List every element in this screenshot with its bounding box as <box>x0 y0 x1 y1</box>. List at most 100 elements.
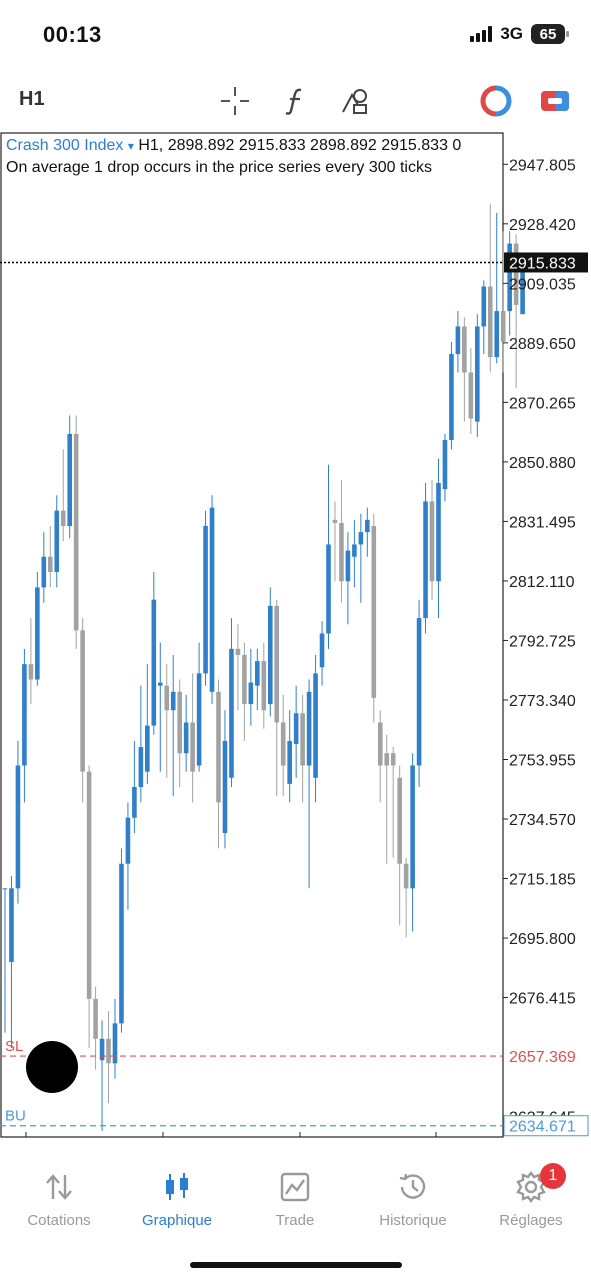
symbol-selector[interactable]: Crash 300 Index ▾ <box>6 137 134 154</box>
candle-body <box>28 664 34 680</box>
candle-body <box>500 311 506 342</box>
candle-body <box>157 682 163 686</box>
candle-body <box>235 648 241 655</box>
tab-reglages[interactable]: Réglages 1 <box>472 1163 590 1229</box>
network-type: 3G <box>500 24 523 43</box>
candle-body <box>326 544 331 634</box>
candle-body <box>410 765 415 889</box>
candle-body <box>190 722 195 772</box>
y-tick-label: 2870.265 <box>509 395 576 412</box>
history-clock-icon <box>354 1168 472 1206</box>
home-indicator <box>190 1262 402 1268</box>
cellular-signal-icon <box>470 26 493 42</box>
candle-body <box>177 691 182 754</box>
candle-body <box>196 673 202 766</box>
one-click-trading-icon[interactable] <box>539 85 571 117</box>
candle-body <box>248 682 254 705</box>
candle-body <box>47 556 53 573</box>
quotes-arrows-icon <box>0 1168 118 1206</box>
price-chart[interactable]: 2947.805 2928.420 2909.035 2889.650 2870.265… <box>0 132 591 1138</box>
candle-body <box>287 740 292 784</box>
candle-body <box>449 354 454 441</box>
candle-body <box>151 599 157 726</box>
y-tick-label: 2695.800 <box>509 931 576 948</box>
tab-label: Réglages <box>499 1212 563 1229</box>
y-tick-label: 2792.725 <box>509 633 576 650</box>
candle-body <box>274 605 280 723</box>
candle-body <box>67 433 72 527</box>
buy-entry-tag: BU <box>5 1108 26 1125</box>
candle-body <box>345 550 351 582</box>
settings-gear-icon <box>472 1168 590 1206</box>
symbol-description: On average 1 drop occurs in the price se… <box>6 159 432 176</box>
trade-chart-icon <box>236 1168 354 1206</box>
notification-badge: 1 <box>540 1163 566 1189</box>
candle-body <box>313 673 318 778</box>
buy-price-box <box>503 1115 589 1137</box>
candle-body <box>384 753 390 766</box>
candle-body <box>494 311 500 358</box>
tab-trade[interactable]: Trade <box>236 1168 354 1229</box>
candle-body <box>93 998 98 1039</box>
candle-body <box>203 526 208 674</box>
candle-body <box>423 501 428 619</box>
candle-body <box>170 691 176 711</box>
function-icon[interactable] <box>280 85 312 117</box>
candle-body <box>261 661 267 711</box>
status-bar: 00:13 3G 65 <box>0 0 591 70</box>
chart-toolbar: H1 <box>0 75 591 125</box>
candle-body <box>300 713 305 766</box>
y-tick-label: 2812.110 <box>509 574 575 591</box>
candle-body <box>145 725 150 772</box>
tab-graphique[interactable]: Graphique <box>118 1168 236 1229</box>
candle-body <box>339 522 344 582</box>
candle-body <box>507 243 512 312</box>
candle-body <box>365 519 370 533</box>
shapes-icon[interactable] <box>340 85 372 117</box>
candle-body <box>280 722 286 766</box>
candlestick-chart-icon <box>118 1168 236 1206</box>
candle-body <box>125 817 131 864</box>
candle-body <box>442 440 448 490</box>
tab-historique[interactable]: Historique <box>354 1168 472 1229</box>
candle-body <box>332 519 338 523</box>
candle-body <box>481 286 487 327</box>
tab-cotations[interactable]: Cotations <box>0 1168 118 1229</box>
y-tick-label: 2928.420 <box>509 217 576 234</box>
candlestick-chart-svg[interactable]: 2947.805 2928.420 2909.035 2889.650 2870.265… <box>0 132 591 1138</box>
candle-body <box>80 630 85 772</box>
candle-body <box>112 1023 118 1064</box>
candle-body <box>242 654 247 705</box>
candle-body <box>255 661 260 686</box>
candle-body <box>468 372 474 419</box>
stop-loss-tag: SL <box>5 1038 23 1055</box>
candle-body <box>183 722 189 754</box>
current-price-label: 2915.833 <box>509 255 576 272</box>
tab-label: Graphique <box>141 1212 213 1229</box>
candle-body <box>306 691 312 766</box>
timeframe-button[interactable]: H1 <box>19 88 45 110</box>
candle-body <box>462 326 467 373</box>
ohlc-readout: H1, 2898.892 2915.833 2898.892 2915.833 … <box>138 137 462 154</box>
trading-account-icon[interactable] <box>480 85 512 117</box>
candle-body <box>15 765 21 889</box>
candle-body <box>455 326 461 355</box>
candle-body <box>99 1038 105 1061</box>
floating-action-button[interactable] <box>26 1041 78 1093</box>
y-tick-label: 2753.955 <box>509 752 576 769</box>
y-tick-label: 2734.570 <box>509 812 576 829</box>
candle-body <box>293 713 299 744</box>
tab-label: Historique <box>379 1212 447 1229</box>
candle-body <box>60 510 66 527</box>
candle-body <box>2 888 8 890</box>
candle-body <box>222 740 228 834</box>
status-time: 00:13 <box>43 22 102 47</box>
y-tick-label: 2773.340 <box>509 693 576 710</box>
crosshair-icon[interactable] <box>219 85 251 117</box>
candle-body <box>132 786 137 818</box>
y-tick-label: 2909.035 <box>509 276 576 293</box>
y-tick-label: 2715.185 <box>509 872 576 889</box>
candle-body <box>513 243 519 305</box>
y-tick-label: 2676.415 <box>509 991 576 1008</box>
candle-body <box>475 326 480 422</box>
